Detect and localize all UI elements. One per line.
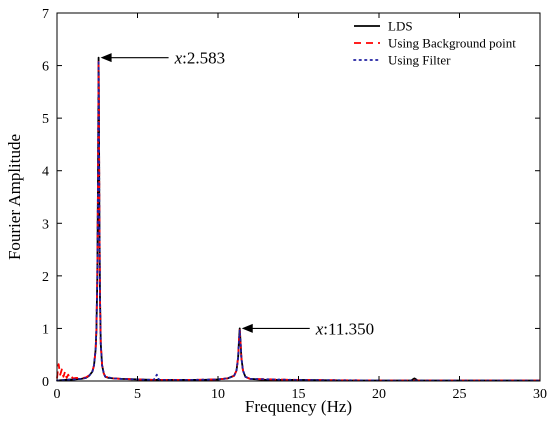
legend-entry-1: Using Background point	[388, 36, 516, 51]
plot-frame	[56, 12, 541, 382]
annotation-arrow-head	[241, 323, 253, 333]
plot-area	[56, 56, 541, 382]
y-tick-label: 0	[42, 375, 49, 390]
series-line-1	[56, 59, 540, 382]
series-line-0	[56, 56, 540, 382]
legend-entry-0: LDS	[388, 19, 413, 34]
peak-annotation-label: x:2.583	[174, 49, 226, 68]
peak-annotation-label: x:11.350	[315, 319, 374, 338]
x-tick-label: 10	[211, 387, 225, 402]
axis-ticks: 0 5 10 15 20 25 30 0 1 2 3 4 5 6 7	[42, 7, 547, 402]
x-tick-label: 30	[533, 387, 547, 402]
y-tick-label: 6	[42, 60, 49, 75]
legend-entry-2: Using Filter	[388, 53, 451, 68]
y-tick-label: 4	[42, 165, 49, 180]
y-tick-label: 2	[42, 270, 49, 285]
y-tick-label: 7	[42, 7, 49, 22]
annotation-value: :2.583	[182, 49, 225, 68]
x-axis-label: Frequency (Hz)	[245, 397, 352, 416]
annotation-prefix: x	[174, 49, 183, 68]
x-tick-label: 15	[292, 387, 306, 402]
annotation-prefix: x	[315, 319, 324, 338]
x-tick-label: 25	[453, 387, 467, 402]
x-tick-label: 5	[134, 387, 141, 402]
x-tick-label: 20	[372, 387, 386, 402]
annotation-value: :11.350	[323, 319, 374, 338]
y-axis-label: Fourier Amplitude	[5, 134, 24, 260]
y-tick-label: 1	[42, 322, 49, 337]
y-tick-label: 3	[42, 217, 49, 232]
annotation-arrow-head	[100, 53, 112, 63]
series-line-2	[56, 59, 541, 382]
legend: LDS Using Background point Using Filter	[353, 19, 516, 68]
x-tick-label: 0	[54, 387, 61, 402]
y-tick-label: 5	[42, 112, 49, 127]
